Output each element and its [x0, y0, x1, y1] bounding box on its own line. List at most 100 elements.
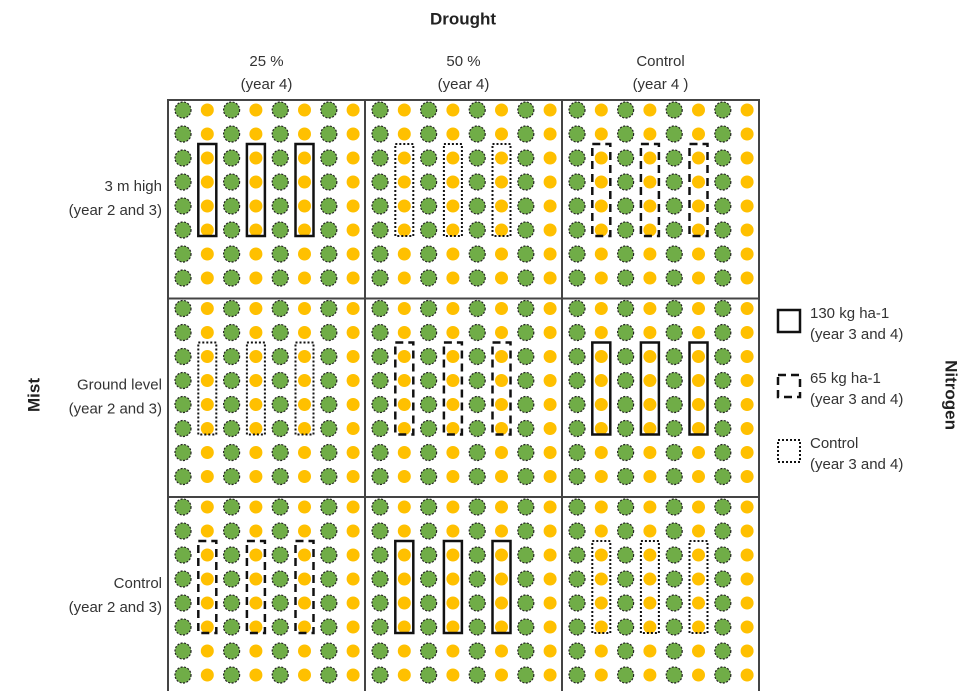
tree [271, 347, 289, 366]
tree [420, 269, 438, 287]
shrub [594, 175, 608, 189]
shrub [346, 302, 360, 315]
shrub [594, 500, 608, 514]
tree [616, 323, 635, 342]
tree [271, 443, 289, 462]
tree [616, 371, 635, 390]
tree [223, 467, 241, 486]
tree [320, 173, 338, 191]
tree [665, 522, 683, 540]
shrub [543, 422, 557, 435]
tree [223, 347, 241, 366]
shrub [446, 548, 460, 562]
tree [271, 221, 289, 239]
shrub [446, 151, 460, 165]
shrub [249, 398, 263, 411]
nitrogen-plot [294, 539, 315, 635]
nitrogen-plot [442, 341, 464, 436]
tree [616, 125, 635, 143]
tree [568, 570, 586, 588]
nitrogen-plot [294, 341, 315, 436]
shrub [643, 548, 657, 562]
shrub [643, 668, 657, 682]
shrub [200, 620, 214, 634]
tree [517, 618, 535, 636]
shrub [446, 446, 460, 459]
tree [616, 522, 635, 540]
tree [714, 618, 732, 636]
shrub [249, 223, 263, 237]
shrub [594, 422, 608, 435]
shrub [446, 271, 460, 285]
shrub [397, 199, 411, 213]
shrub [543, 326, 557, 339]
shrub [643, 103, 657, 117]
shrub [200, 644, 214, 658]
tree [468, 498, 486, 516]
shrub [397, 470, 411, 483]
shrub [346, 548, 360, 562]
shrub [346, 446, 360, 459]
shrub [446, 422, 460, 435]
shrub [740, 548, 754, 562]
tree [174, 299, 192, 318]
tree [223, 642, 241, 660]
tree [174, 666, 192, 684]
shrub [543, 446, 557, 459]
tree [714, 125, 732, 143]
shrub [446, 668, 460, 682]
tree [714, 221, 732, 239]
tree [371, 149, 389, 167]
shrub [446, 500, 460, 514]
shrub [298, 271, 311, 285]
tree [420, 642, 438, 660]
shrub [594, 644, 608, 658]
tree [320, 371, 338, 390]
tree [174, 522, 192, 540]
shrub [495, 572, 508, 586]
shrub [249, 596, 263, 610]
shrub [346, 127, 360, 141]
tree [714, 101, 732, 119]
tree [174, 149, 192, 167]
shrub [249, 572, 263, 586]
tree [568, 546, 586, 564]
tree [223, 498, 241, 516]
tree [568, 419, 586, 438]
shrub [740, 572, 754, 586]
tree [714, 419, 732, 438]
tree [714, 498, 732, 516]
column-sub: (year 4 ) [633, 76, 689, 93]
shrub [643, 644, 657, 658]
shrub [740, 398, 754, 411]
tree [320, 299, 338, 318]
shrub [249, 446, 263, 459]
shrub [446, 596, 460, 610]
shrub [249, 500, 263, 514]
shrub [740, 620, 754, 634]
tree [714, 197, 732, 215]
shrub [495, 668, 508, 682]
shrub [543, 620, 557, 634]
shrub [692, 302, 705, 315]
tree [371, 269, 389, 287]
shrub [397, 422, 411, 435]
tree [320, 197, 338, 215]
tree [420, 498, 438, 516]
tree [420, 101, 438, 119]
shrub [740, 446, 754, 459]
tree [468, 546, 486, 564]
tree [271, 594, 289, 612]
tree [616, 443, 635, 462]
tree [174, 594, 192, 612]
tree [665, 323, 683, 342]
tree [517, 173, 535, 191]
shrub [692, 470, 705, 483]
tree [616, 101, 635, 119]
shrub [397, 596, 411, 610]
tree [616, 594, 635, 612]
shrub [298, 548, 311, 562]
tree [517, 570, 535, 588]
tree [616, 467, 635, 486]
